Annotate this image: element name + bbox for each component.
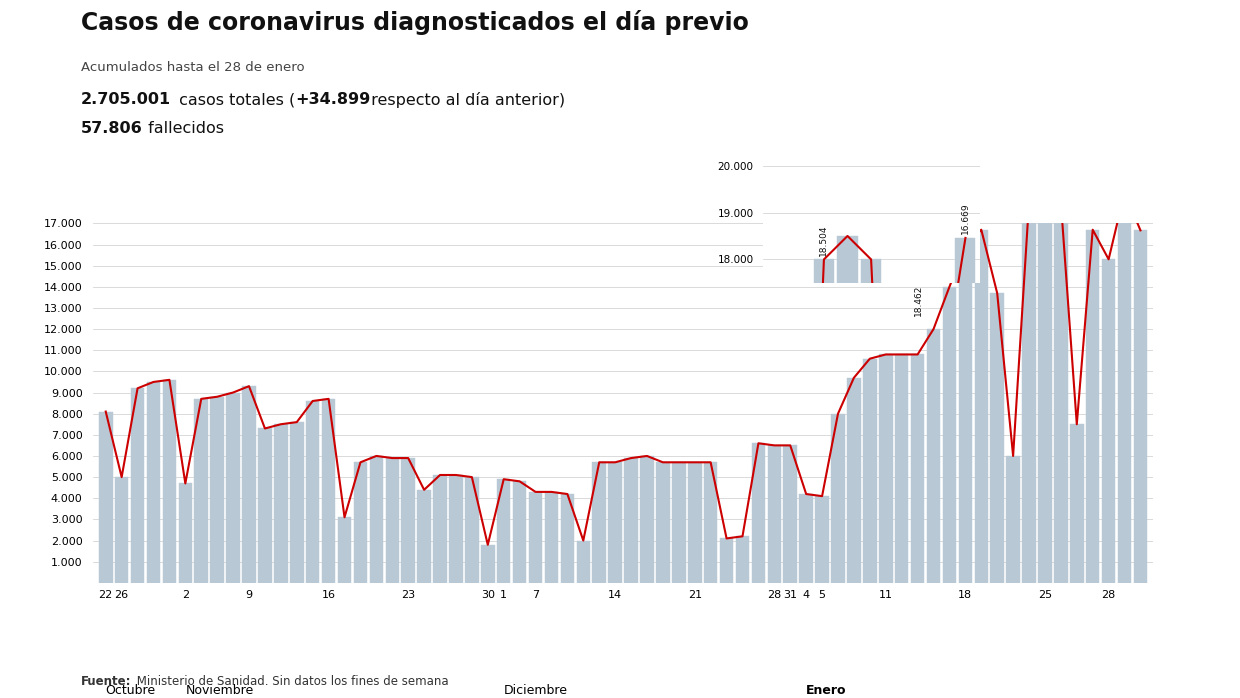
Bar	[306, 401, 320, 583]
Text: Octubre: Octubre	[105, 684, 156, 697]
Bar	[497, 480, 511, 583]
Bar	[227, 392, 239, 583]
Bar	[863, 359, 877, 583]
Text: fallecidos: fallecidos	[143, 121, 223, 136]
Text: 18.462: 18.462	[914, 285, 923, 316]
Bar	[879, 355, 893, 583]
Bar	[735, 536, 749, 583]
Bar	[99, 412, 113, 583]
Bar	[418, 490, 430, 583]
Text: +34.899: +34.899	[295, 92, 371, 107]
Text: Diciembre: Diciembre	[503, 684, 568, 697]
Bar	[290, 422, 304, 583]
Text: Acumulados hasta el 28 de enero: Acumulados hasta el 28 de enero	[81, 61, 304, 75]
Bar	[1117, 193, 1131, 583]
Bar	[1133, 230, 1147, 583]
Text: Ministerio de Sanidad. Sin datos los fines de semana: Ministerio de Sanidad. Sin datos los fin…	[133, 674, 449, 688]
Text: Casos de coronavirus diagnosticados el día previo: Casos de coronavirus diagnosticados el d…	[81, 10, 749, 36]
Bar	[1086, 230, 1100, 583]
Bar	[640, 456, 653, 583]
Bar	[768, 445, 781, 583]
Bar	[975, 230, 988, 583]
Text: 16.669: 16.669	[961, 202, 970, 235]
Bar	[656, 462, 670, 583]
Bar	[704, 462, 718, 583]
Bar	[593, 462, 606, 583]
Bar	[211, 396, 224, 583]
Text: Enero: Enero	[806, 684, 847, 697]
Bar	[433, 475, 446, 583]
Bar	[146, 382, 160, 583]
Bar	[353, 462, 367, 583]
Bar	[719, 538, 733, 583]
Bar	[274, 424, 288, 583]
Bar	[800, 494, 813, 583]
Text: Noviembre: Noviembre	[185, 684, 253, 697]
Bar	[847, 378, 861, 583]
Bar	[861, 260, 882, 698]
Bar	[751, 443, 765, 583]
Bar	[766, 459, 786, 698]
Bar	[926, 329, 940, 583]
Text: casos totales (: casos totales (	[174, 92, 295, 107]
Bar	[991, 293, 1004, 583]
Bar	[911, 355, 924, 583]
Bar	[465, 477, 479, 583]
Bar	[1070, 424, 1084, 583]
Bar	[1007, 456, 1019, 583]
Bar	[1054, 202, 1068, 583]
Bar	[130, 388, 144, 583]
Bar	[956, 238, 976, 698]
Bar	[959, 246, 972, 583]
Bar	[837, 236, 858, 698]
Bar	[931, 385, 952, 698]
Bar	[449, 475, 463, 583]
Bar	[322, 399, 335, 583]
Bar	[942, 287, 956, 583]
Bar	[195, 399, 208, 583]
Bar	[688, 462, 702, 583]
Text: 57.806: 57.806	[81, 121, 143, 136]
Bar	[1038, 191, 1052, 583]
Bar	[179, 484, 192, 583]
Bar	[1102, 259, 1116, 583]
Text: 18.504: 18.504	[820, 224, 828, 255]
Text: Fuente:: Fuente:	[81, 674, 131, 688]
Bar	[528, 492, 542, 583]
Text: respecto al día anterior): respecto al día anterior)	[366, 92, 565, 108]
Bar	[624, 458, 637, 583]
Bar	[577, 540, 590, 583]
Bar	[816, 496, 828, 583]
Bar	[481, 544, 495, 583]
Bar	[895, 355, 909, 583]
Bar	[813, 260, 835, 698]
Bar	[908, 320, 929, 698]
Bar	[115, 477, 129, 583]
Bar	[513, 482, 527, 583]
Bar	[162, 380, 176, 583]
Bar	[337, 517, 351, 583]
Bar	[258, 429, 272, 583]
Bar	[1022, 202, 1035, 583]
Bar	[560, 494, 574, 583]
Text: 2.705.001: 2.705.001	[81, 92, 171, 107]
Bar	[544, 492, 558, 583]
Bar	[402, 458, 415, 583]
Bar	[672, 462, 686, 583]
Bar	[386, 458, 399, 583]
Bar	[370, 456, 383, 583]
Bar	[609, 462, 622, 583]
Bar	[831, 414, 844, 583]
Bar	[242, 386, 255, 583]
Bar	[784, 445, 797, 583]
